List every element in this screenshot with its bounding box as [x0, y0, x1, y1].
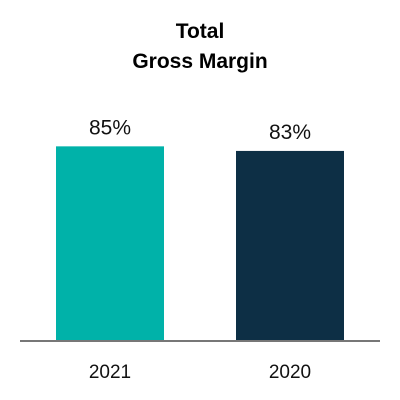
- chart-title: Total Gross Margin: [132, 20, 267, 73]
- value-label-2020: 83%: [269, 121, 311, 144]
- value-label-group: 85% 83%: [89, 116, 311, 144]
- chart-title-line-2: Gross Margin: [132, 50, 267, 73]
- x-tick-label-group: 2021 2020: [89, 362, 311, 383]
- chart-title-line-1: Total: [176, 20, 225, 43]
- x-tick-label-2021: 2021: [89, 362, 131, 383]
- value-label-2021: 85%: [89, 116, 131, 139]
- bar-2020: [236, 150, 344, 341]
- bar-group: [56, 146, 344, 341]
- bar-2021: [56, 146, 164, 341]
- x-tick-label-2020: 2020: [269, 362, 311, 383]
